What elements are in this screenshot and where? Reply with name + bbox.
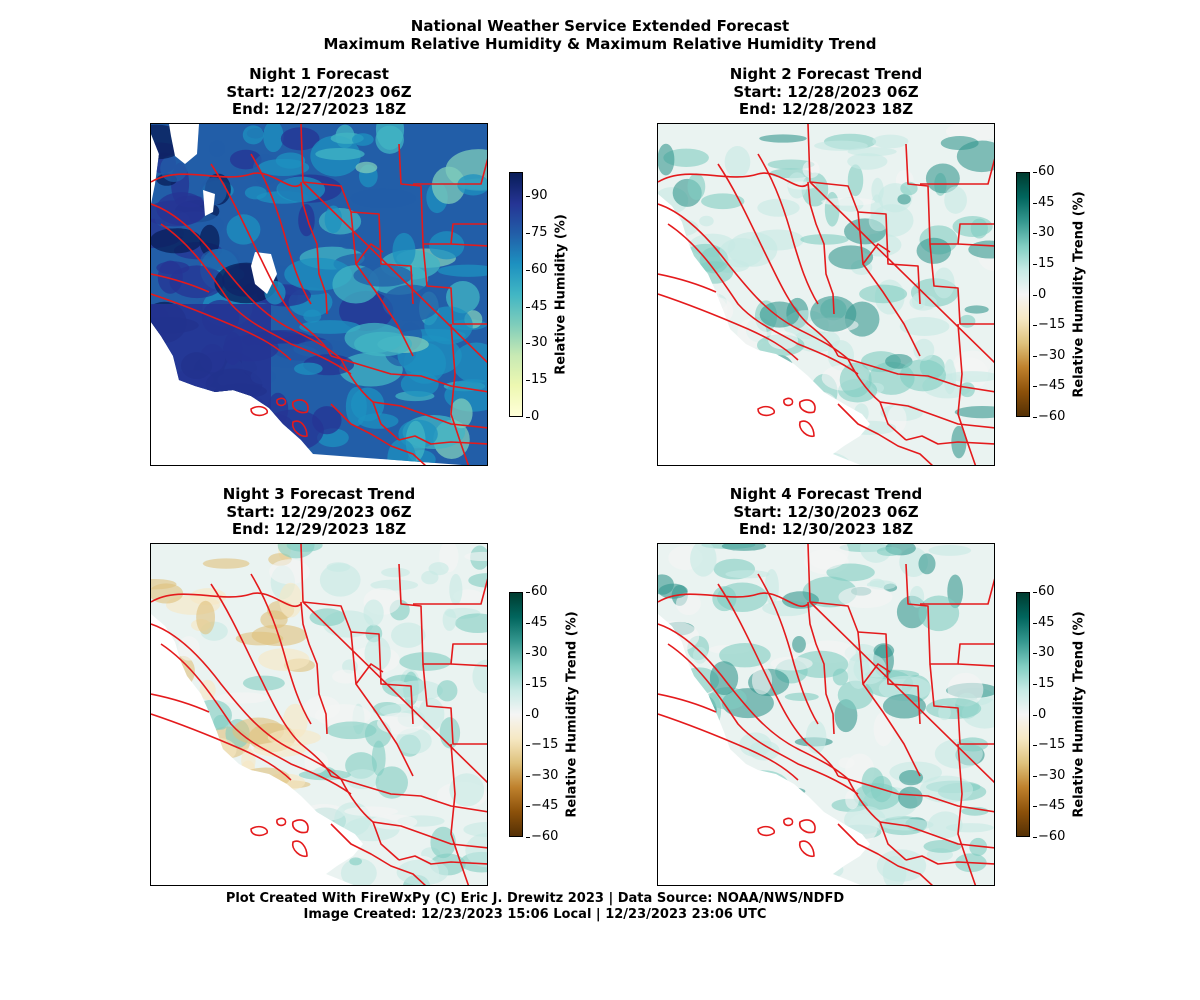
colorbar-ticks-night4: 60 45 30 15 0 −15 −30 −45 −60 bbox=[1032, 585, 1078, 844]
panel-title-night4: Night 4 Forecast Trend Start: 12/30/2023… bbox=[657, 485, 995, 539]
colorbar-tick: 0 bbox=[1032, 286, 1047, 302]
colorbar-tick: −45 bbox=[1032, 378, 1066, 394]
colorbar-tick: 90 bbox=[526, 188, 548, 203]
colorbar-tick: 45 bbox=[526, 298, 548, 314]
figure-title-line2: Maximum Relative Humidity & Maximum Rela… bbox=[323, 35, 877, 53]
panel-name: Night 2 Forecast Trend bbox=[729, 65, 923, 83]
colorbar-night4 bbox=[1016, 592, 1030, 837]
colorbar-label-night1: Relative Humidity (%) bbox=[553, 214, 569, 375]
colorbar-ticks-night2: 60 45 30 15 0 −15 −30 −45 −60 bbox=[1032, 165, 1078, 424]
panel-name: Night 3 Forecast Trend bbox=[222, 485, 416, 503]
colorbar-tick: 60 bbox=[526, 584, 548, 599]
colorbar-tick: −30 bbox=[525, 767, 559, 783]
colorbar-tick: −45 bbox=[1032, 798, 1066, 814]
map-canvas bbox=[658, 124, 994, 465]
colorbar-tick: −45 bbox=[525, 798, 559, 814]
map-night1 bbox=[150, 123, 488, 466]
colorbar-label-night4: Relative Humidity Trend (%) bbox=[1071, 611, 1087, 818]
panel-name: Night 1 Forecast bbox=[249, 65, 389, 83]
panel-start: Start: 12/29/2023 06Z bbox=[226, 502, 412, 521]
colorbar-tick: 15 bbox=[526, 372, 548, 388]
colorbar-tick: −15 bbox=[1032, 737, 1066, 753]
colorbar-tick: 15 bbox=[1033, 255, 1055, 271]
colorbar-tick: 45 bbox=[526, 614, 548, 630]
panel-end: End: 12/27/2023 18Z bbox=[231, 100, 407, 118]
colorbar-tick: 60 bbox=[1033, 584, 1055, 599]
colorbar-tick: 15 bbox=[526, 675, 548, 691]
figure-title-line1: National Weather Service Extended Foreca… bbox=[410, 17, 790, 35]
colorbar-ticks-night3: 60 45 30 15 0 −15 −30 −45 −60 bbox=[525, 585, 571, 844]
county-boundaries bbox=[151, 544, 487, 885]
colorbar-tick: 30 bbox=[1033, 225, 1055, 241]
humidity-field bbox=[151, 124, 487, 465]
colorbar-night1 bbox=[509, 172, 523, 417]
colorbar-night2 bbox=[1016, 172, 1030, 417]
colorbar-tick: 30 bbox=[1033, 645, 1055, 661]
colorbar-tick: 15 bbox=[1033, 675, 1055, 691]
credit-line1: Plot Created With FireWxPy (C) Eric J. D… bbox=[225, 891, 845, 906]
colorbar-tick: 60 bbox=[1033, 164, 1055, 179]
county-boundaries bbox=[658, 544, 994, 885]
colorbar-tick: 45 bbox=[1033, 614, 1055, 630]
panel-start: Start: 12/27/2023 06Z bbox=[226, 82, 412, 101]
map-canvas bbox=[151, 124, 487, 465]
colorbar-label-night3: Relative Humidity Trend (%) bbox=[564, 611, 580, 818]
panel-name: Night 4 Forecast Trend bbox=[729, 485, 923, 503]
colorbar-tick: 0 bbox=[525, 706, 540, 722]
colorbar-tick: −60 bbox=[1032, 829, 1066, 844]
colorbar-tick: −15 bbox=[1032, 317, 1066, 333]
panel-title-night3: Night 3 Forecast Trend Start: 12/29/2023… bbox=[150, 485, 488, 539]
panel-start: Start: 12/30/2023 06Z bbox=[733, 502, 919, 521]
panel-end: End: 12/28/2023 18Z bbox=[738, 100, 914, 118]
county-boundaries bbox=[151, 124, 487, 465]
colorbar-label-night2: Relative Humidity Trend (%) bbox=[1071, 191, 1087, 398]
panel-end: End: 12/29/2023 18Z bbox=[231, 520, 407, 538]
colorbar-tick: 45 bbox=[1033, 194, 1055, 210]
colorbar-tick: 0 bbox=[1032, 706, 1047, 722]
colorbar-tick: 0 bbox=[525, 409, 540, 424]
colorbar-tick: 30 bbox=[526, 335, 548, 351]
colorbar-tick: −60 bbox=[1032, 409, 1066, 424]
credit-line2: Image Created: 12/23/2023 15:06 Local | … bbox=[303, 907, 767, 922]
map-night3 bbox=[150, 543, 488, 886]
colorbar-tick: 75 bbox=[526, 224, 548, 240]
colorbar-ticks-night1: 90 75 60 45 30 15 0 bbox=[525, 172, 571, 424]
panel-start: Start: 12/28/2023 06Z bbox=[733, 82, 919, 101]
map-canvas bbox=[151, 544, 487, 885]
panel-end: End: 12/30/2023 18Z bbox=[738, 520, 914, 538]
colorbar-tick: 30 bbox=[526, 645, 548, 661]
colorbar-tick: −30 bbox=[1032, 767, 1066, 783]
map-canvas bbox=[658, 544, 994, 885]
colorbar-tick: −30 bbox=[1032, 347, 1066, 363]
colorbar-tick: −60 bbox=[525, 829, 559, 844]
panel-title-night2: Night 2 Forecast Trend Start: 12/28/2023… bbox=[657, 65, 995, 119]
map-night4 bbox=[657, 543, 995, 886]
county-boundaries bbox=[658, 124, 994, 465]
panel-title-night1: Night 1 Forecast Start: 12/27/2023 06Z E… bbox=[150, 65, 488, 119]
colorbar-tick: 60 bbox=[526, 261, 548, 277]
colorbar-tick: −15 bbox=[525, 737, 559, 753]
colorbar-night3 bbox=[509, 592, 523, 837]
map-night2 bbox=[657, 123, 995, 466]
